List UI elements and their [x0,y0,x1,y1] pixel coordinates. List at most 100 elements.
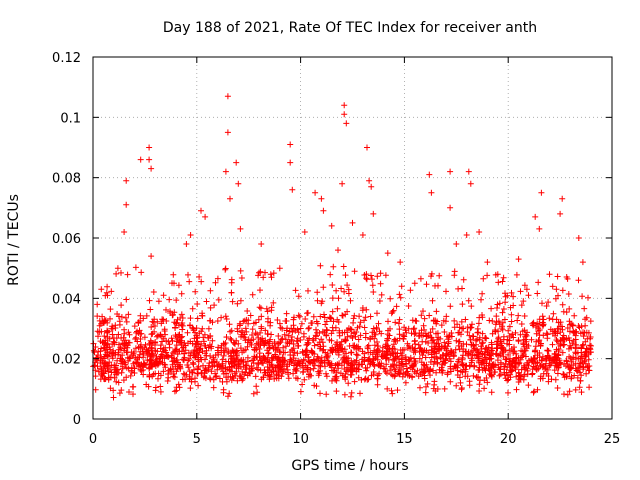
data-point [223,334,230,341]
data-point [310,365,317,372]
data-point [316,345,323,352]
data-point [135,330,142,336]
data-point [544,347,551,354]
data-point [351,378,358,385]
data-point [314,297,321,304]
data-point [138,269,145,276]
data-point [231,370,238,377]
data-point [135,363,142,370]
data-point [147,337,154,344]
data-point [336,360,343,367]
x-tick-label: 5 [193,432,201,447]
data-point [466,332,473,339]
data-point [563,335,570,342]
data-point [431,378,438,385]
data-point [426,312,433,319]
data-point [198,278,205,285]
data-point [383,355,390,362]
data-point [581,305,588,312]
data-point [451,324,458,331]
data-point [327,271,334,278]
data-point [289,186,296,193]
data-point [585,294,591,301]
data-point [494,357,501,364]
data-point [465,297,472,304]
data-point [587,334,594,340]
data-point [514,317,521,324]
data-point [512,366,519,373]
data-point [114,370,121,377]
data-point [277,349,284,356]
data-point [531,355,538,362]
data-point [131,323,138,330]
data-point [467,325,474,331]
data-point [252,319,259,326]
data-point [196,273,203,280]
data-point [114,357,121,364]
data-point [261,354,268,361]
data-point [502,347,509,354]
data-point [374,310,380,317]
data-point [357,319,364,326]
data-point [495,328,502,335]
data-point [299,348,306,355]
data-point [476,334,483,341]
data-point [357,332,364,339]
data-point [251,346,258,353]
data-point [152,347,159,354]
x-tick-label: 20 [500,432,517,447]
data-point [532,213,539,220]
data-point [326,336,333,343]
data-point [508,289,515,296]
data-point [530,321,537,328]
data-point [294,326,301,333]
data-point [522,331,529,338]
data-point [241,334,248,341]
data-point [430,337,437,344]
data-point [298,320,305,327]
data-point [295,357,302,364]
data-point [460,325,467,332]
data-point [499,323,506,330]
data-point [125,311,132,318]
data-point [502,375,509,382]
data-point [495,279,502,286]
data-point [559,195,566,202]
data-point [535,325,542,332]
data-point [187,338,194,345]
data-point [294,343,301,349]
data-point [183,241,190,247]
data-point [323,391,330,398]
data-point [447,378,454,385]
data-point [501,363,508,370]
data-point [515,312,522,319]
data-point [521,313,528,319]
data-point [511,348,518,355]
data-point [554,273,561,280]
data-point [305,309,311,316]
data-point [104,283,111,290]
data-point [247,312,254,319]
data-point [101,319,107,326]
data-point [363,276,370,283]
data-point [378,353,385,360]
data-point [480,275,487,282]
data-point [429,325,436,332]
data-point [411,347,418,354]
data-point [515,372,522,379]
data-point [458,343,465,349]
data-point [375,320,382,327]
data-point [460,276,467,283]
data-point [332,362,339,369]
y-tick-label: 0.04 [52,292,81,307]
data-point [341,288,348,295]
data-point [540,332,547,339]
data-point [277,339,284,346]
data-point [441,339,448,346]
data-point [171,280,177,287]
data-point [159,316,166,323]
data-point [553,357,560,364]
data-point [94,352,101,359]
data-point [488,305,495,312]
data-point [488,389,495,396]
